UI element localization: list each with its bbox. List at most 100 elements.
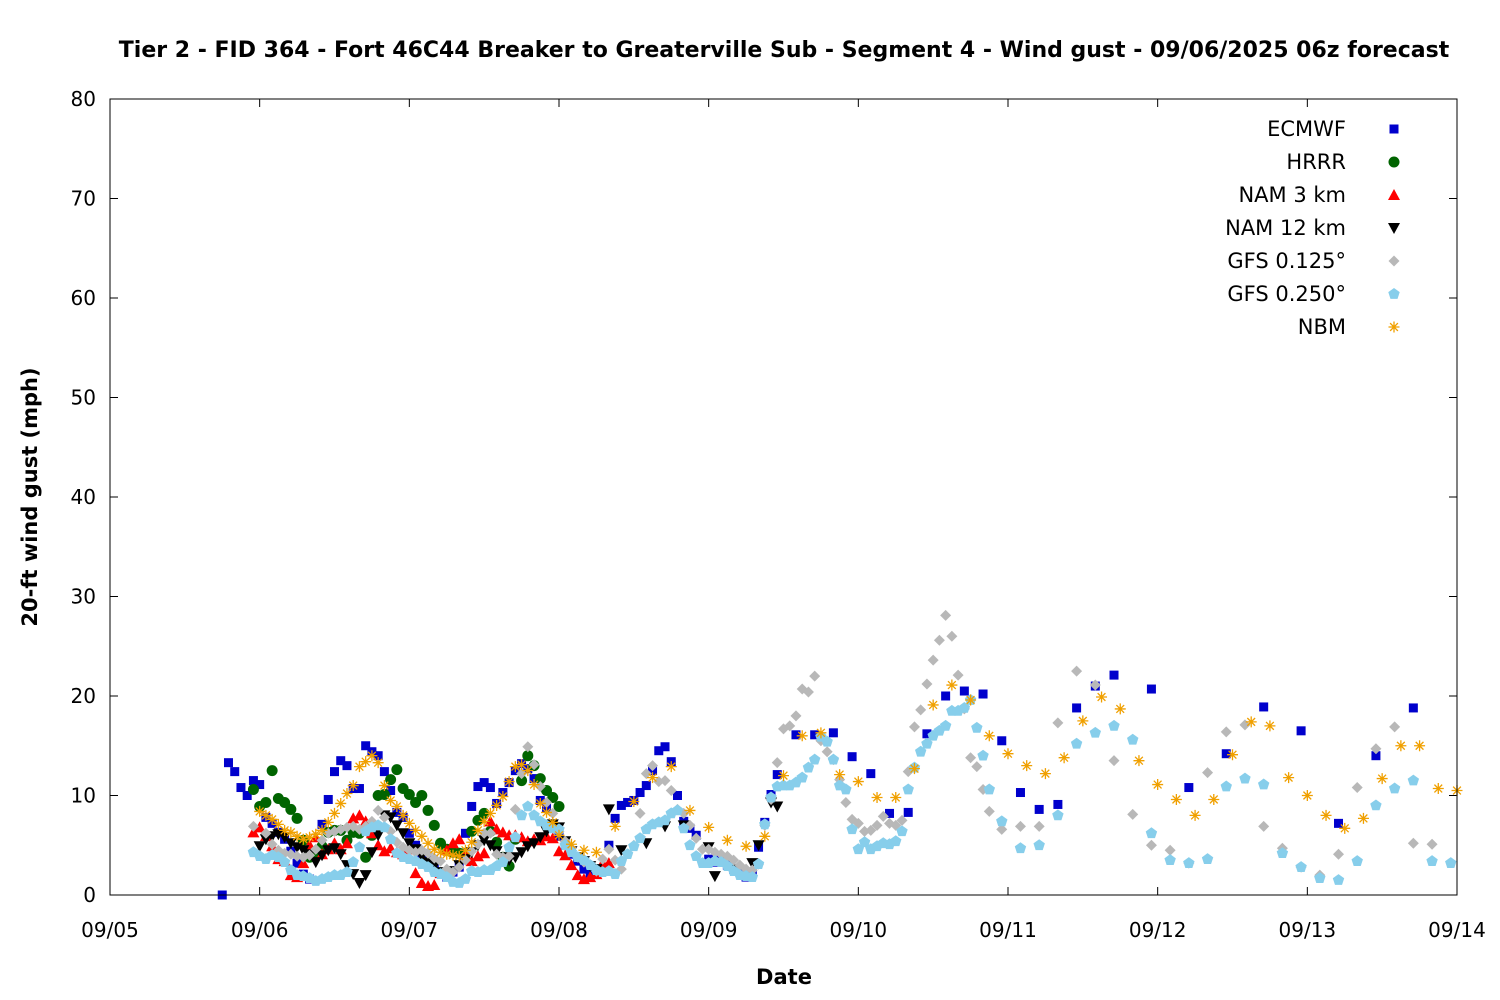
data-point xyxy=(847,752,857,762)
data-point xyxy=(1276,847,1289,859)
data-point xyxy=(373,751,383,761)
data-point xyxy=(472,824,484,836)
data-point xyxy=(392,807,402,817)
data-point xyxy=(541,806,553,818)
data-point xyxy=(297,845,310,857)
data-point xyxy=(1208,793,1220,805)
data-point xyxy=(428,843,440,855)
data-point xyxy=(291,830,303,842)
data-point xyxy=(1370,743,1382,755)
data-point xyxy=(391,800,403,812)
data-point xyxy=(1395,740,1407,752)
data-point xyxy=(578,844,590,856)
data-point xyxy=(1108,755,1120,767)
data-point xyxy=(1426,838,1438,850)
data-point xyxy=(528,838,541,850)
data-point xyxy=(491,799,503,811)
data-point xyxy=(634,832,646,844)
data-point xyxy=(971,721,983,733)
series-6 xyxy=(254,679,1463,862)
data-point xyxy=(852,776,864,788)
data-point xyxy=(721,834,733,846)
data-point xyxy=(247,784,259,796)
data-point xyxy=(1414,740,1426,752)
data-point xyxy=(372,804,384,816)
data-point xyxy=(260,809,272,821)
data-point xyxy=(491,836,503,848)
data-point xyxy=(609,868,621,879)
data-point xyxy=(1332,874,1345,885)
x-tick-label: 09/07 xyxy=(381,918,439,942)
data-point xyxy=(528,809,540,821)
data-point xyxy=(1034,804,1044,814)
data-point xyxy=(516,759,528,771)
data-point xyxy=(397,828,410,840)
data-point xyxy=(272,829,285,841)
data-point xyxy=(772,770,782,780)
data-point xyxy=(740,840,752,852)
data-point xyxy=(1127,808,1139,820)
data-point xyxy=(359,870,372,882)
data-point xyxy=(553,845,565,857)
data-point xyxy=(546,832,559,844)
data-point xyxy=(453,833,466,845)
data-point xyxy=(609,820,621,832)
data-point xyxy=(247,820,259,832)
data-point xyxy=(404,828,414,838)
data-point xyxy=(266,838,278,850)
data-point xyxy=(347,856,359,868)
data-point xyxy=(285,826,297,838)
data-point xyxy=(827,753,840,765)
data-point xyxy=(428,879,441,891)
data-point xyxy=(678,822,690,834)
data-point xyxy=(1109,670,1119,680)
data-point xyxy=(660,742,670,752)
data-point xyxy=(341,866,353,877)
data-point xyxy=(478,835,491,847)
data-point xyxy=(378,821,391,833)
legend-label: NAM 3 km xyxy=(1238,183,1346,207)
data-point xyxy=(347,812,360,824)
data-point xyxy=(808,753,821,765)
data-point xyxy=(1333,848,1345,860)
data-point xyxy=(559,849,572,861)
data-point xyxy=(317,819,327,829)
data-point xyxy=(335,797,347,809)
data-point xyxy=(1015,788,1025,798)
data-point xyxy=(1258,820,1270,832)
data-point xyxy=(746,871,759,882)
data-point xyxy=(284,838,297,850)
data-point xyxy=(1357,812,1369,824)
data-point xyxy=(1070,737,1083,749)
data-point xyxy=(690,850,702,862)
data-point xyxy=(528,779,540,791)
data-point xyxy=(959,686,969,696)
data-point xyxy=(1201,853,1214,865)
plot-frame xyxy=(109,98,1458,896)
data-point xyxy=(796,730,808,742)
data-point xyxy=(386,786,396,796)
data-point xyxy=(353,761,365,773)
data-point xyxy=(484,827,496,839)
x-tick-label: 09/12 xyxy=(1129,918,1187,942)
legend-marker xyxy=(1388,255,1400,267)
data-point xyxy=(866,769,876,779)
data-point xyxy=(565,838,577,850)
data-point xyxy=(496,826,509,838)
data-point xyxy=(330,767,339,777)
data-point xyxy=(1133,755,1145,767)
data-point xyxy=(1089,679,1101,691)
data-point xyxy=(291,842,304,854)
data-point xyxy=(484,840,497,852)
data-point xyxy=(659,775,671,787)
data-point xyxy=(1039,768,1051,780)
data-point xyxy=(858,836,871,848)
data-point xyxy=(353,809,366,821)
data-point xyxy=(941,691,951,701)
data-point xyxy=(509,831,522,843)
legend-label: GFS 0.250° xyxy=(1227,282,1346,306)
data-point xyxy=(435,846,447,858)
data-point xyxy=(391,764,403,776)
data-point xyxy=(503,776,515,788)
data-point xyxy=(647,760,659,772)
